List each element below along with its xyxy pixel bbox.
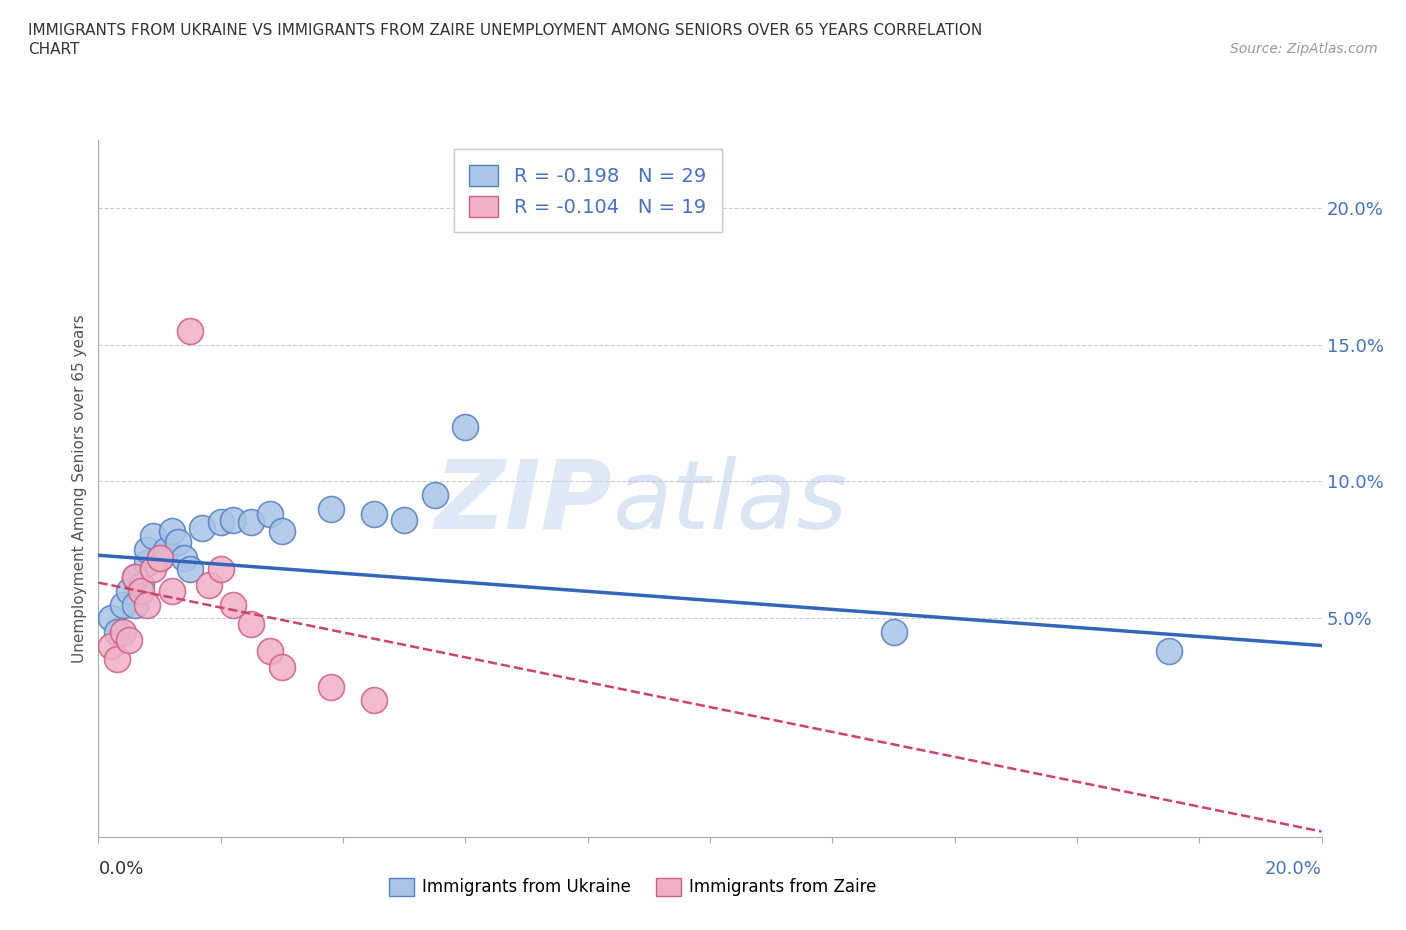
Point [118,583,141,598]
Point [124,570,146,585]
Point [259,644,281,658]
Point [129,578,152,592]
Text: IMMIGRANTS FROM UKRAINE VS IMMIGRANTS FROM ZAIRE UNEMPLOYMENT AMONG SENIORS OVER: IMMIGRANTS FROM UKRAINE VS IMMIGRANTS FR… [28,23,983,38]
Text: CHART: CHART [28,42,80,57]
Point [209,562,232,577]
Text: Source: ZipAtlas.com: Source: ZipAtlas.com [1230,42,1378,56]
Point [191,521,214,536]
Point [167,534,190,549]
Point [129,583,152,598]
Point [173,551,195,565]
Point [111,624,134,639]
Point [105,624,128,639]
Point [454,419,477,434]
Point [160,524,183,538]
Point [270,660,292,675]
Point [111,597,134,612]
Point [136,542,159,557]
Point [259,507,281,522]
Point [124,570,146,585]
Point [149,551,172,565]
Point [240,617,263,631]
Point [136,556,159,571]
Point [222,597,245,612]
Text: 20.0%: 20.0% [1265,860,1322,878]
Point [124,597,146,612]
Point [142,562,165,577]
Point [1157,644,1180,658]
Point [179,562,201,577]
Point [883,624,905,639]
Y-axis label: Unemployment Among Seniors over 65 years: Unemployment Among Seniors over 65 years [72,314,87,662]
Legend: Immigrants from Ukraine, Immigrants from Zaire: Immigrants from Ukraine, Immigrants from… [382,871,883,903]
Point [155,542,177,557]
Point [319,679,342,694]
Point [136,597,159,612]
Point [363,693,385,708]
Point [179,324,201,339]
Point [319,501,342,516]
Point [222,512,245,527]
Point [363,507,385,522]
Point [240,515,263,530]
Text: 0.0%: 0.0% [98,860,143,878]
Point [209,515,232,530]
Point [392,512,416,527]
Point [160,583,183,598]
Point [197,578,219,592]
Point [118,632,141,647]
Text: ZIP: ZIP [434,456,612,549]
Text: atlas: atlas [612,456,848,549]
Point [100,638,122,653]
Point [100,611,122,626]
Point [105,652,128,667]
Point [142,528,165,543]
Point [149,551,172,565]
Legend: R = -0.198   N = 29, R = -0.104   N = 19: R = -0.198 N = 29, R = -0.104 N = 19 [454,149,721,232]
Point [423,487,446,502]
Point [270,524,292,538]
